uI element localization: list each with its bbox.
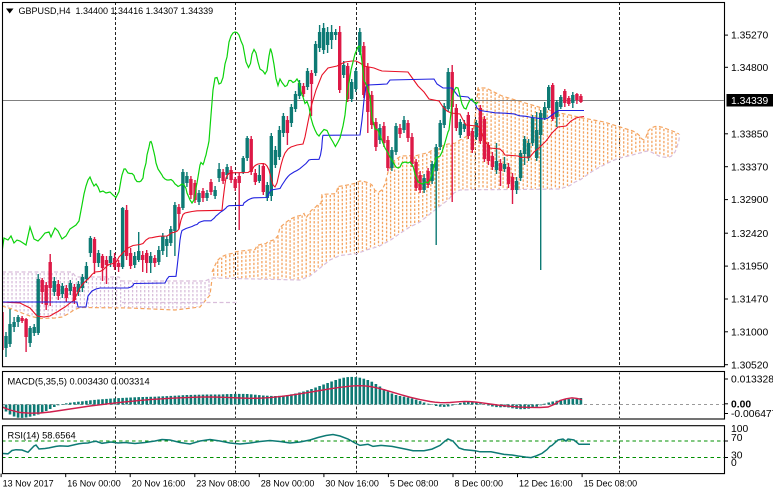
svg-text:0.00: 0.00 — [731, 399, 751, 410]
svg-text:13 Nov 2017: 13 Nov 2017 — [3, 479, 54, 489]
svg-text:15 Dec 08:00: 15 Dec 08:00 — [584, 479, 638, 489]
svg-text:1.32420: 1.32420 — [731, 229, 768, 240]
svg-text:1.35270: 1.35270 — [731, 31, 768, 42]
svg-text:1.34339: 1.34339 — [731, 96, 768, 107]
svg-text:70: 70 — [731, 433, 743, 444]
svg-text:23 Nov 08:00: 23 Nov 08:00 — [196, 479, 250, 489]
svg-text:30 Nov 16:00: 30 Nov 16:00 — [325, 479, 379, 489]
svg-text:1.33370: 1.33370 — [731, 162, 768, 173]
svg-text:RSI(14) 58.6564: RSI(14) 58.6564 — [8, 431, 76, 441]
svg-text:1.31470: 1.31470 — [731, 295, 768, 306]
svg-text:0.013328: 0.013328 — [731, 375, 773, 386]
svg-text:1.34800: 1.34800 — [731, 63, 768, 74]
svg-text:1.31000: 1.31000 — [731, 327, 768, 338]
svg-text:30: 30 — [731, 451, 743, 462]
svg-text:GBPUSD,H4 1.34400 1.34416 1.3: GBPUSD,H4 1.34400 1.34416 1.34307 1.3433… — [19, 6, 214, 16]
svg-text:MACD(5,35,5) 0.003430 0.003314: MACD(5,35,5) 0.003430 0.003314 — [8, 377, 150, 387]
svg-text:20 Nov 16:00: 20 Nov 16:00 — [132, 479, 186, 489]
svg-text:1.32900: 1.32900 — [731, 195, 768, 206]
svg-text:28 Nov 00:00: 28 Nov 00:00 — [261, 479, 315, 489]
svg-text:0: 0 — [731, 458, 737, 469]
svg-text:5 Dec 08:00: 5 Dec 08:00 — [390, 479, 439, 489]
svg-text:16 Nov 00:00: 16 Nov 00:00 — [67, 479, 121, 489]
svg-text:8 Dec 00:00: 8 Dec 00:00 — [455, 479, 504, 489]
svg-text:-0.006477: -0.006477 — [731, 409, 773, 420]
svg-text:100: 100 — [731, 424, 748, 435]
svg-text:1.30520: 1.30520 — [731, 360, 768, 371]
svg-text:12 Dec 16:00: 12 Dec 16:00 — [519, 479, 573, 489]
svg-text:1.33850: 1.33850 — [731, 129, 768, 140]
svg-text:1.31950: 1.31950 — [731, 262, 768, 273]
